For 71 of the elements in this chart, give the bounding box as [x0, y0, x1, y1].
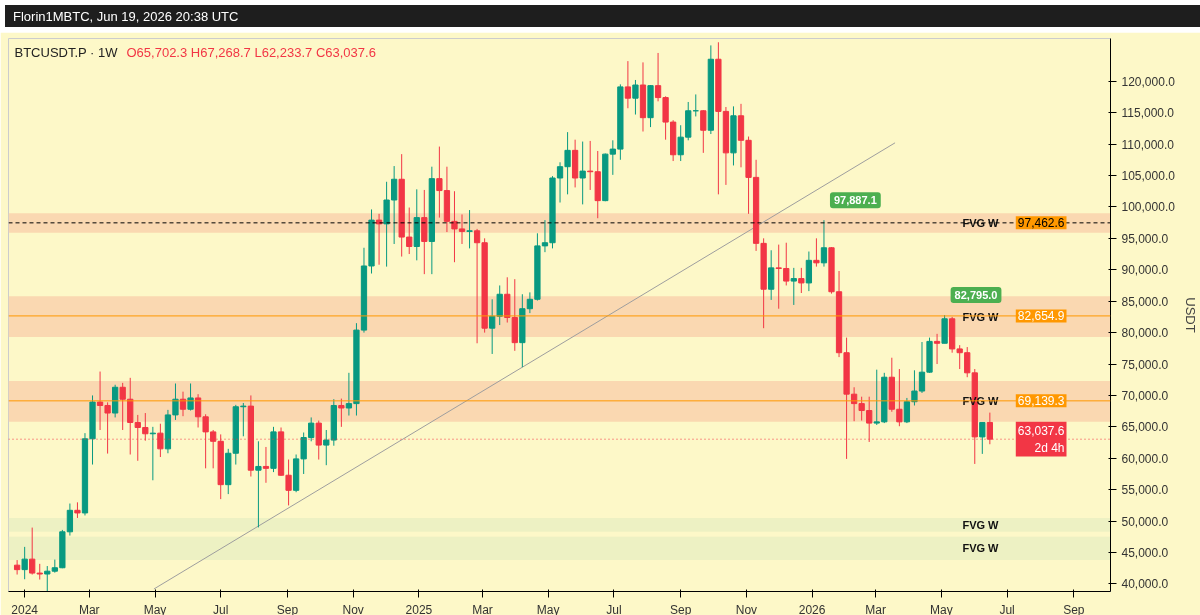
y-tick-label: 115,000.0: [1121, 106, 1175, 121]
candlestick: [813, 237, 820, 268]
candlestick: [255, 440, 262, 528]
ref-line-label: 63,037.6 2d 4h: [1017, 423, 1065, 455]
y-tick-label: 120,000.0: [1121, 74, 1176, 89]
candlestick: [624, 60, 632, 109]
candlestick: [790, 267, 797, 306]
candlestick: [587, 140, 594, 191]
candlestick: [13, 559, 21, 576]
x-tick-label: Mar: [78, 602, 100, 615]
y-tick-label: 45,000.0: [1121, 546, 1169, 561]
text: BTCUSDT.P · 1W: [14, 44, 119, 60]
candlestick: [21, 546, 28, 580]
band-label: FVG W: [962, 310, 1000, 323]
y-tick-label: 110,000.0: [1121, 137, 1175, 152]
candlestick: [579, 141, 586, 205]
candlestick: [768, 249, 775, 301]
candlestick: [421, 189, 428, 275]
candlestick: [466, 209, 473, 249]
candlestick: [798, 267, 805, 294]
y-tick-label: 90,000.0: [1121, 263, 1169, 278]
x-tick-label: 2026: [798, 602, 826, 615]
y-tick-label: 100,000.0: [1121, 200, 1176, 215]
candlestick: [149, 426, 156, 481]
band-label: FVG W: [962, 542, 1000, 555]
x-tick-label: Jul: [606, 602, 622, 615]
y-tick-label: 95,000.0: [1121, 231, 1169, 246]
candlestick: [194, 393, 202, 428]
y-tick-label: 80,000.0: [1121, 326, 1169, 341]
x-tick-label: Nov: [735, 602, 758, 615]
y-tick-label: 40,000.0: [1121, 577, 1169, 592]
x-tick-label: Nov: [342, 602, 364, 615]
y-tick-label: 75,000.0: [1121, 357, 1169, 372]
candlestick: [262, 446, 270, 484]
band-label: FVG W: [962, 518, 1000, 531]
candlestick: [489, 298, 496, 355]
y-tick-label: 50,000.0: [1121, 514, 1169, 529]
candlestick: [805, 251, 813, 292]
annotation: 82,795.0: [954, 289, 998, 302]
candlestick: [338, 398, 345, 428]
ref-line-label: 97,462.6: [1017, 216, 1065, 231]
ref-line-label: 69,139.3: [1017, 394, 1065, 409]
y-tick-label: 85,000.0: [1121, 294, 1169, 309]
candlestick: [632, 79, 639, 116]
candlestick: [820, 219, 828, 268]
x-tick-label: Mar: [865, 602, 886, 615]
x-tick-label: Jul: [213, 602, 229, 615]
candlestick: [496, 284, 503, 326]
candlestick: [979, 421, 986, 455]
text: Florin1MBTC, Jun 19, 2026 20:38 UTC: [13, 8, 239, 26]
candlestick: [473, 228, 481, 344]
x-tick-label: Mar: [472, 602, 493, 615]
candlestick: [933, 333, 941, 365]
text: O65,702.3 H67,268.7 L62,233.7 C63,037.6: [126, 44, 376, 60]
band-label: FVG W: [962, 216, 1000, 229]
candlestick: [187, 383, 194, 412]
annotation: 97,887.1: [833, 194, 877, 207]
y-tick-label: 105,000.0: [1121, 168, 1176, 183]
y-tick-label: 55,000.0: [1121, 483, 1169, 498]
band-label: FVG W: [962, 395, 1000, 408]
x-tick-label: Jul: [999, 602, 1015, 615]
y-tick-label: 60,000.0: [1121, 451, 1169, 466]
x-tick-label: 2025: [405, 602, 433, 615]
candlestick: [700, 109, 707, 154]
x-tick-label: 2024: [11, 602, 39, 615]
ref-line-label: 82,654.9: [1017, 309, 1065, 324]
candlestick: [375, 213, 383, 266]
y-tick-label: 65,000.0: [1121, 420, 1169, 435]
y-axis-title: USDT: [1182, 297, 1198, 333]
candlestick: [66, 503, 74, 537]
y-tick-label: 70,000.0: [1121, 388, 1169, 403]
